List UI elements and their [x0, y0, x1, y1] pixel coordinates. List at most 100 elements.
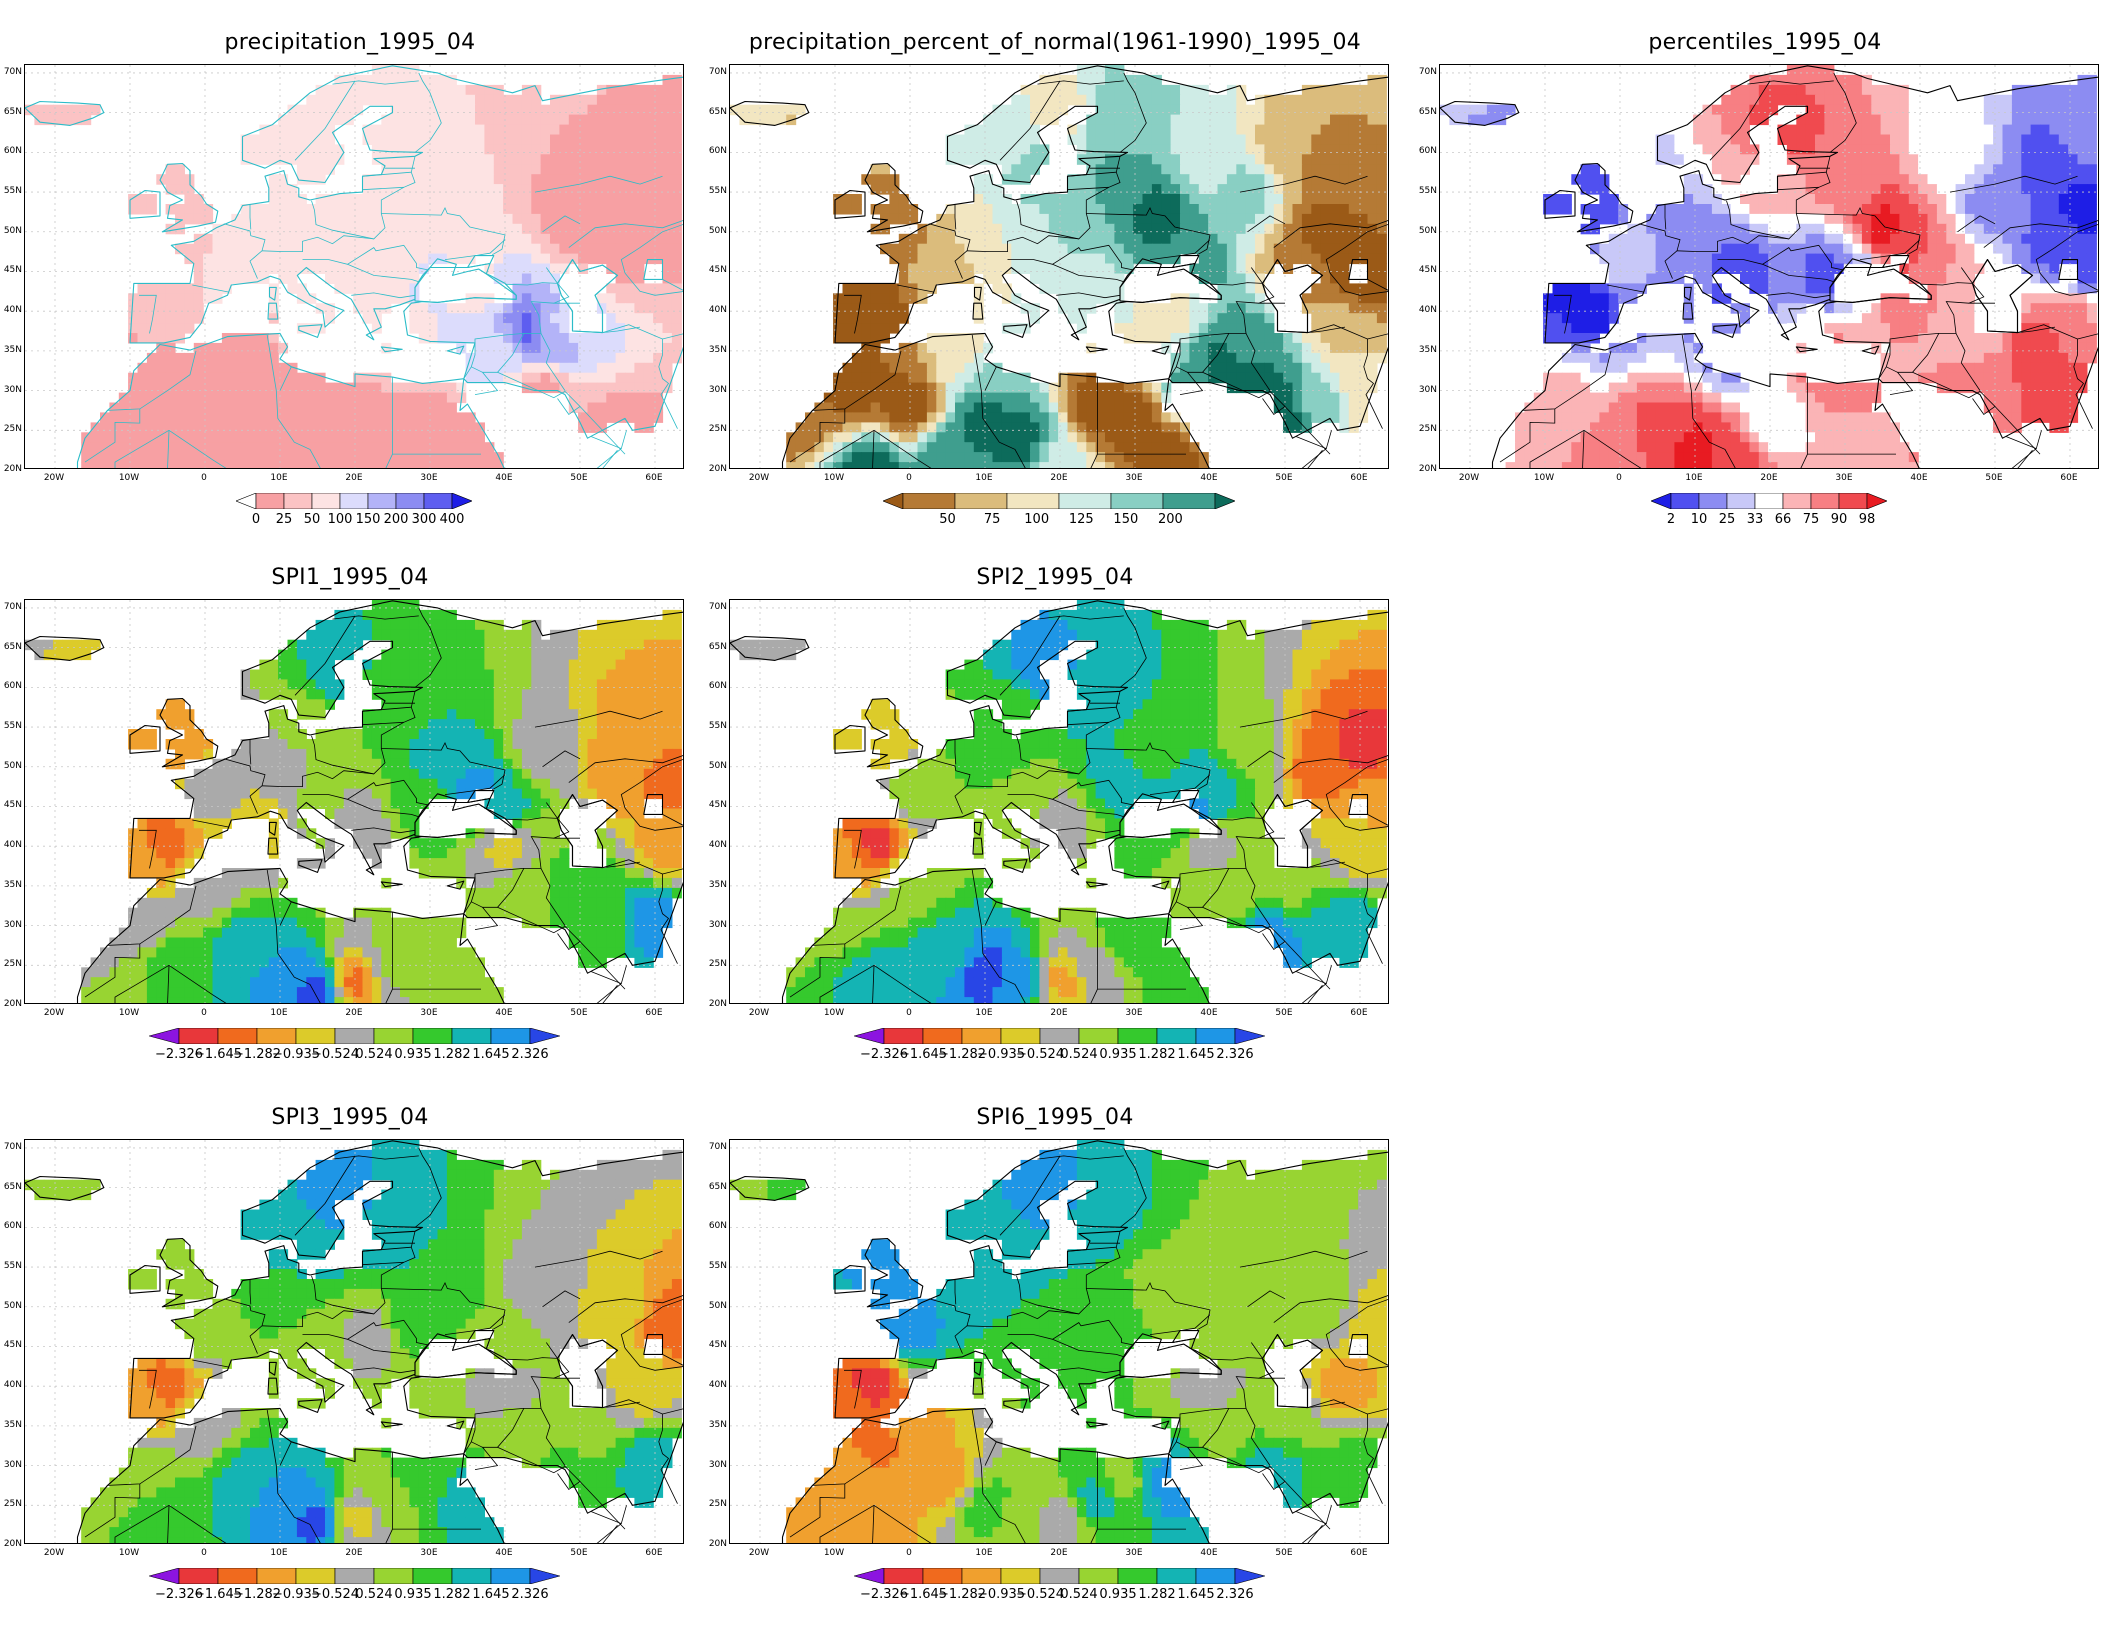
map-spi3	[24, 1139, 684, 1544]
colorbar-label: 1.282	[1138, 1048, 1175, 1062]
colorbar-label: 0.935	[394, 1588, 431, 1602]
lat-label: 35N	[705, 880, 727, 890]
map-canvas	[1440, 65, 2099, 469]
colorbar-box	[1196, 1568, 1235, 1584]
lon-label: 10W	[109, 473, 149, 483]
lat-label: 25N	[0, 1499, 22, 1509]
colorbar-label: 150	[1113, 513, 1138, 527]
lat-label: 50N	[705, 1301, 727, 1311]
lon-label: 10E	[1674, 473, 1714, 483]
lon-label: 40E	[1189, 1548, 1229, 1558]
colorbar-label: 50	[939, 513, 956, 527]
colorbar-box	[218, 1568, 257, 1584]
lon-label: 10E	[259, 1008, 299, 1018]
colorbar-box	[955, 493, 1007, 509]
lon-label: 10W	[814, 1008, 854, 1018]
panel-title: SPI2_1995_04	[705, 565, 1405, 591]
colorbar-box	[452, 1568, 491, 1584]
colorbar-label: 125	[1069, 513, 1094, 527]
colorbar-box	[179, 1028, 218, 1044]
colorbar-box	[1040, 1568, 1079, 1584]
lat-label: 60N	[1415, 146, 1437, 156]
lat-label: 35N	[705, 1420, 727, 1430]
lat-label: 30N	[0, 1460, 22, 1470]
lat-label: 60N	[0, 1221, 22, 1231]
colorbar-arrow-high	[530, 1568, 560, 1584]
lat-label: 20N	[0, 999, 22, 1009]
colorbar-box	[1118, 1028, 1157, 1044]
lon-label: 10E	[964, 1548, 1004, 1558]
colorbar-arrow-high	[1235, 1028, 1265, 1044]
lat-label: 40N	[705, 305, 727, 315]
lon-label: 60E	[1339, 1008, 1379, 1018]
panel-title: SPI3_1995_04	[0, 1105, 700, 1131]
colorbar-box	[296, 1028, 335, 1044]
lon-label: 20E	[1039, 473, 1079, 483]
lon-label: 60E	[634, 1548, 674, 1558]
lat-label: 65N	[0, 642, 22, 652]
colorbar-box	[884, 1028, 923, 1044]
colorbar-box	[1163, 493, 1215, 509]
lon-label: 30E	[1114, 473, 1154, 483]
colorbar-label: 0	[252, 513, 260, 527]
colorbar-box	[1079, 1568, 1118, 1584]
lon-label: 20W	[739, 1548, 779, 1558]
colorbar-box	[340, 493, 368, 509]
lat-label: 25N	[0, 424, 22, 434]
lon-label: 40E	[1899, 473, 1939, 483]
colorbar-arrow-low	[883, 493, 903, 509]
lon-label: 10W	[109, 1548, 149, 1558]
colorbar-box	[1157, 1568, 1196, 1584]
colorbar-label: 0.524	[1060, 1048, 1097, 1062]
lon-label: 50E	[1264, 1008, 1304, 1018]
colorbar-label: 2.326	[511, 1588, 548, 1602]
colorbar-box	[1755, 493, 1783, 509]
colorbar-arrow-low	[1651, 493, 1671, 509]
lat-label: 50N	[0, 1301, 22, 1311]
colorbar	[883, 493, 1235, 509]
colorbar-box	[1196, 1028, 1235, 1044]
lon-label: 10E	[259, 473, 299, 483]
colorbar-box	[257, 1028, 296, 1044]
lat-label: 30N	[705, 1460, 727, 1470]
colorbar-arrow-low	[149, 1568, 179, 1584]
lat-label: 30N	[1415, 385, 1437, 395]
lon-label: 10W	[814, 1548, 854, 1558]
colorbar-label: 2.326	[1216, 1048, 1253, 1062]
colorbar-box	[1001, 1028, 1040, 1044]
lat-label: 30N	[0, 385, 22, 395]
lat-label: 35N	[0, 880, 22, 890]
lat-label: 40N	[1415, 305, 1437, 315]
lat-label: 70N	[705, 602, 727, 612]
lon-label: 10E	[964, 473, 1004, 483]
lat-label: 60N	[0, 681, 22, 691]
lat-label: 45N	[705, 800, 727, 810]
lon-label: 20E	[334, 1008, 374, 1018]
lon-label: 40E	[1189, 473, 1229, 483]
lon-label: 60E	[1339, 1548, 1379, 1558]
colorbar-box	[335, 1028, 374, 1044]
colorbar	[149, 1568, 560, 1584]
map-canvas	[25, 1140, 684, 1544]
lat-label: 40N	[705, 1380, 727, 1390]
colorbar-box	[374, 1568, 413, 1584]
colorbar-box	[1727, 493, 1755, 509]
colorbar-box	[374, 1028, 413, 1044]
lat-label: 45N	[0, 265, 22, 275]
colorbar-box	[1839, 493, 1867, 509]
lat-label: 50N	[705, 761, 727, 771]
map-canvas	[25, 65, 684, 469]
colorbar-box	[962, 1028, 1001, 1044]
map-perc	[1439, 64, 2099, 469]
lon-label: 20E	[334, 1548, 374, 1558]
lat-label: 45N	[705, 265, 727, 275]
colorbar-box	[296, 1568, 335, 1584]
colorbar-label: 1.645	[472, 1048, 509, 1062]
colorbar-label: 1.645	[1177, 1048, 1214, 1062]
colorbar-box	[903, 493, 955, 509]
map-canvas	[730, 600, 1389, 1004]
colorbar-label: −0.524	[1016, 1588, 1064, 1602]
lat-label: 20N	[705, 1539, 727, 1549]
lat-label: 40N	[0, 840, 22, 850]
panel-title: precipitation_1995_04	[0, 30, 700, 56]
